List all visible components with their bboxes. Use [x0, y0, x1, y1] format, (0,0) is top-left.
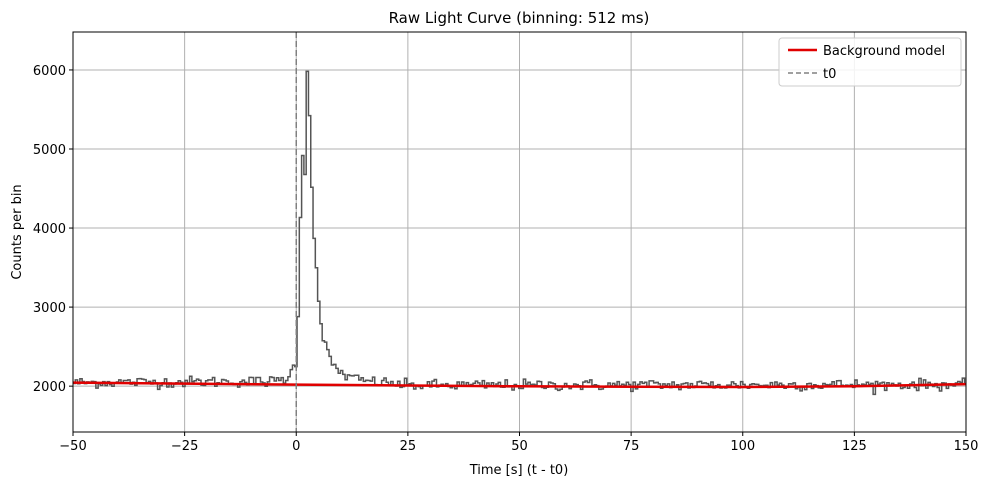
- x-tick-label: 150: [954, 439, 979, 454]
- y-axis-label: Counts per bin: [10, 184, 25, 279]
- x-axis: −50 −25 0 25 50 75 100 125 150: [59, 432, 978, 454]
- chart-title: Raw Light Curve (binning: 512 ms): [389, 9, 650, 27]
- x-tick-label: 0: [292, 439, 300, 454]
- legend-background-label: Background model: [823, 44, 945, 59]
- y-tick-label: 4000: [33, 222, 66, 237]
- y-tick-label: 6000: [33, 64, 66, 79]
- x-tick-label: 25: [400, 439, 417, 454]
- y-tick-label: 3000: [33, 301, 66, 316]
- x-tick-label: 50: [511, 439, 528, 454]
- x-tick-label: 100: [730, 439, 755, 454]
- x-tick-label: −50: [59, 439, 86, 454]
- x-tick-label: −25: [171, 439, 198, 454]
- y-tick-label: 2000: [33, 380, 66, 395]
- x-tick-label: 75: [623, 439, 640, 454]
- plot-area: [73, 32, 966, 432]
- legend: Background model t0: [778, 37, 962, 87]
- legend-t0-label: t0: [823, 67, 836, 82]
- background-model-line: [73, 381, 966, 389]
- legend-box: [778, 37, 962, 87]
- y-tick-label: 5000: [33, 143, 66, 158]
- x-axis-label: Time [s] (t - t0): [469, 463, 569, 478]
- x-tick-label: 125: [842, 439, 867, 454]
- y-axis: 2000 3000 4000 5000 6000: [33, 64, 73, 395]
